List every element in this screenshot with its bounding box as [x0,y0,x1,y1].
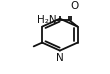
Text: O: O [70,1,78,11]
Text: N: N [56,53,64,63]
Text: H₂N: H₂N [37,15,56,25]
